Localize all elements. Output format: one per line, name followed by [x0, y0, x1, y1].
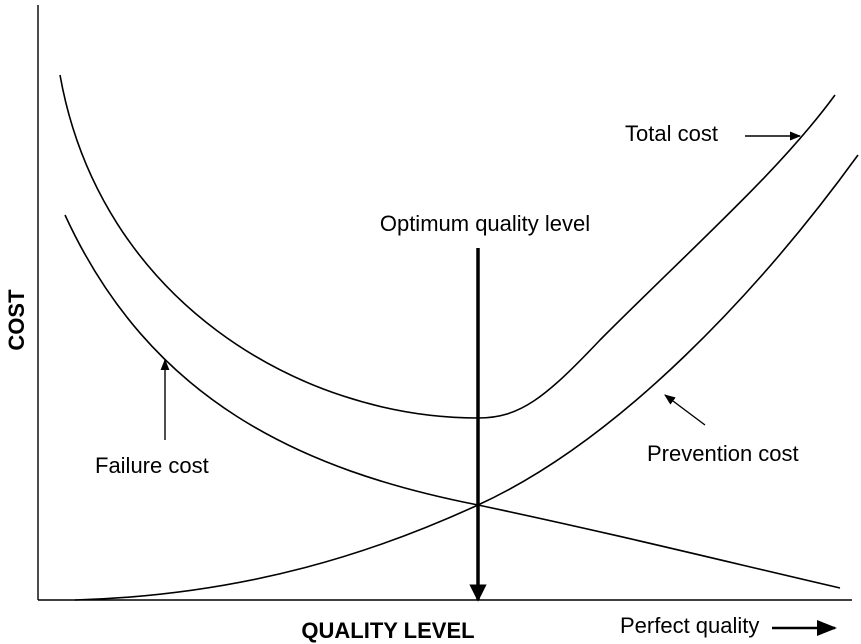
y-axis-label: COST	[4, 289, 29, 351]
total-cost-label: Total cost	[625, 121, 718, 146]
prevention-cost-arrow	[664, 394, 706, 426]
optimum-label: Optimum quality level	[380, 211, 590, 236]
x-axis-label: QUALITY LEVEL	[301, 618, 474, 643]
prevention-cost-label: Prevention cost	[647, 441, 799, 466]
perfect-quality-label: Perfect quality	[620, 613, 759, 638]
total-cost-curve	[59, 74, 836, 419]
failure-cost-curve	[64, 214, 841, 589]
failure-cost-label: Failure cost	[95, 453, 209, 478]
